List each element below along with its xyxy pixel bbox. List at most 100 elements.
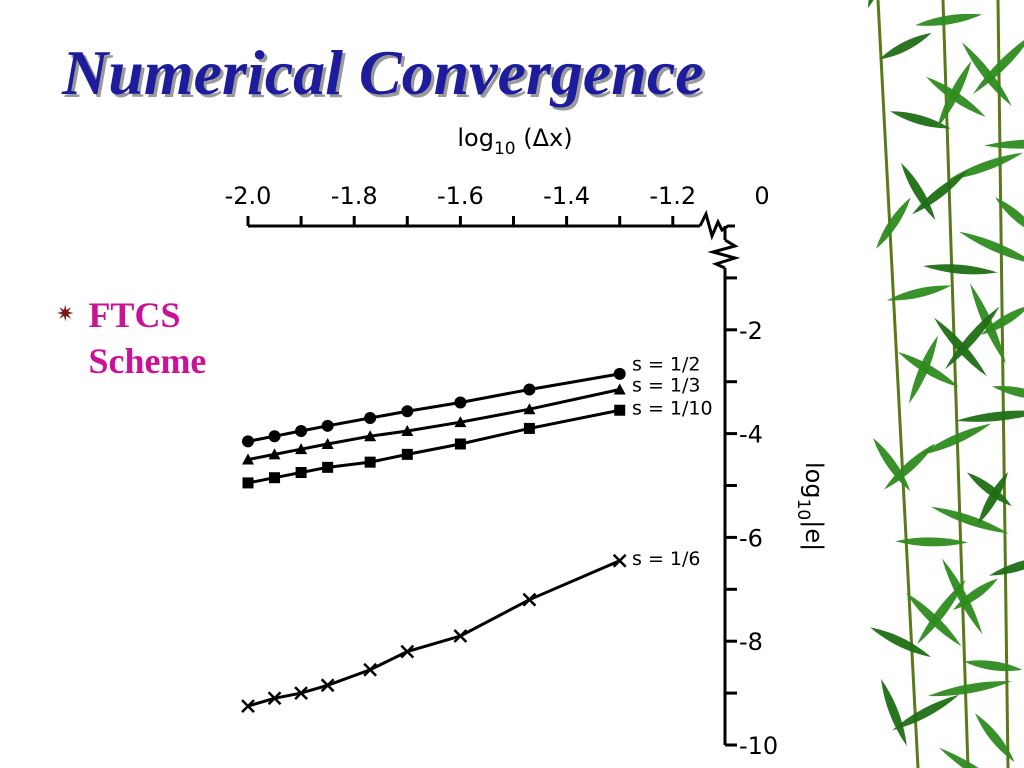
bamboo-leaf: [956, 410, 1024, 422]
data-point-x: [522, 592, 537, 607]
bamboo-leaf: [939, 747, 1014, 768]
bamboo-leaf: [973, 33, 1024, 94]
data-point-triangle: [454, 416, 467, 428]
bamboo-leaf: [881, 678, 907, 747]
series-label: s = 1/6: [632, 548, 700, 570]
y-tick-label: -8: [739, 628, 763, 656]
bamboo-leaf: [962, 42, 1012, 107]
bamboo-leaf: [975, 713, 1015, 763]
bamboo-leaf: [978, 472, 1008, 524]
bamboo-leaf: [912, 170, 968, 215]
bamboo-leaf: [870, 627, 932, 658]
bamboo-leaf: [931, 506, 1009, 534]
data-point-square: [295, 467, 307, 479]
bamboo-leaf: [884, 443, 936, 490]
data-point-circle: [523, 383, 536, 396]
series-label: s = 1/10: [632, 398, 713, 420]
data-point-square: [242, 477, 254, 489]
bamboo-leaf: [876, 197, 911, 249]
data-point-x: [294, 686, 308, 700]
bullet-line-1: FTCS: [88, 295, 181, 335]
chart-series: s = 1/2s = 1/3s = 1/10 s = 1/6: [241, 354, 713, 713]
y-tick-label: -10: [739, 732, 778, 760]
bamboo-leaf: [959, 231, 1024, 265]
bamboo-leaf: [892, 694, 960, 731]
bamboo-leaf: [992, 386, 1024, 400]
data-point-square: [614, 404, 626, 416]
x-axis-label: log10 (Δx): [457, 124, 572, 159]
data-point-circle: [613, 367, 626, 380]
data-point-triangle: [401, 425, 414, 437]
data-point-x: [612, 553, 627, 568]
data-point-square: [401, 448, 413, 460]
bamboo-leaf: [920, 423, 992, 456]
chart-axes: -2.0 -1.8 -1.6 -1.4 -1.2 0 log10 (Δx) -2 -4 -6 -8 -…: [225, 124, 828, 760]
bamboo-stem: [996, 0, 1010, 768]
x-tick-label: -1.8: [331, 182, 378, 210]
data-point-circle: [321, 419, 334, 432]
data-point-triangle: [613, 383, 626, 395]
convergence-chart: -2.0 -1.8 -1.6 -1.4 -1.2 0 log10 (Δx) -2 -4 -6 -8 -…: [225, 124, 828, 760]
bamboo-leaf: [915, 13, 983, 26]
y-axis-label: log10|e|: [793, 462, 828, 551]
data-point-triangle: [268, 448, 281, 460]
x-tick-label: -1.2: [649, 182, 696, 210]
bamboo-leaf: [995, 197, 1024, 236]
data-point-circle: [364, 412, 377, 425]
bamboo-leaf: [953, 578, 999, 610]
data-point-square: [523, 422, 535, 434]
bamboo-leaf: [942, 558, 983, 635]
data-point-x: [453, 629, 468, 643]
data-point-x: [241, 699, 255, 713]
slide-title: Numerical Convergence: [62, 37, 704, 108]
bamboo-leaf: [873, 438, 911, 492]
bamboo-leaf: [928, 681, 1012, 697]
bamboo-leaf: [948, 152, 1024, 180]
data-point-x: [267, 691, 282, 706]
bamboo-leaf: [967, 472, 1012, 507]
bamboo-leaf: [923, 264, 998, 275]
data-point-triangle: [295, 443, 308, 455]
data-point-triangle: [523, 403, 536, 415]
bullet-line-2: Scheme: [88, 341, 207, 381]
data-point-x: [363, 662, 378, 677]
x-tick-label: 0: [754, 182, 769, 210]
bamboo-leaf: [981, 305, 1024, 335]
data-point-triangle: [321, 437, 334, 449]
bamboo-leaf: [879, 32, 932, 60]
x-tick-label: -1.4: [543, 182, 590, 210]
data-point-square: [364, 456, 376, 468]
bamboo-leaf: [945, 306, 1000, 370]
data-point-square: [322, 461, 334, 473]
bullet-text: FTCS Scheme: [88, 292, 206, 384]
x-axis-break: [698, 209, 735, 241]
data-point-circle: [268, 430, 281, 443]
data-point-circle: [454, 396, 467, 409]
bullet-star-icon: ✷: [56, 301, 75, 326]
bamboo-leaf: [909, 335, 938, 404]
data-point-triangle: [364, 430, 377, 442]
series-label: s = 1/2: [632, 354, 700, 376]
bamboo-leaf: [887, 285, 952, 301]
data-point-circle: [295, 425, 308, 438]
x-tick-label: -1.6: [437, 182, 484, 210]
bamboo-leaf: [964, 660, 1023, 672]
data-point-triangle: [242, 453, 254, 465]
bamboo-leaf: [989, 556, 1024, 576]
bamboo-stem: [876, 0, 920, 768]
bamboo-leaves-icon: [868, 0, 1024, 768]
data-point-circle: [401, 405, 414, 418]
data-point-x: [400, 644, 415, 659]
bamboo-leaf: [984, 139, 1024, 149]
y-tick-label: -6: [739, 524, 763, 552]
series-line: [247, 559, 621, 708]
series-label: s = 1/3: [632, 374, 700, 396]
bamboo-leaf: [917, 579, 966, 645]
data-point-circle: [242, 435, 254, 448]
y-tick-label: -4: [739, 421, 763, 449]
bamboo-leaf: [895, 537, 968, 547]
y-axis-break: [707, 238, 741, 270]
bamboo-leaf: [937, 60, 972, 129]
bamboo-leaf: [890, 111, 951, 129]
data-point-x: [320, 678, 335, 693]
